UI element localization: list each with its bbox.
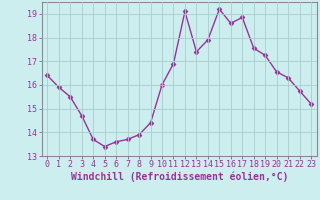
X-axis label: Windchill (Refroidissement éolien,°C): Windchill (Refroidissement éolien,°C): [70, 172, 288, 182]
